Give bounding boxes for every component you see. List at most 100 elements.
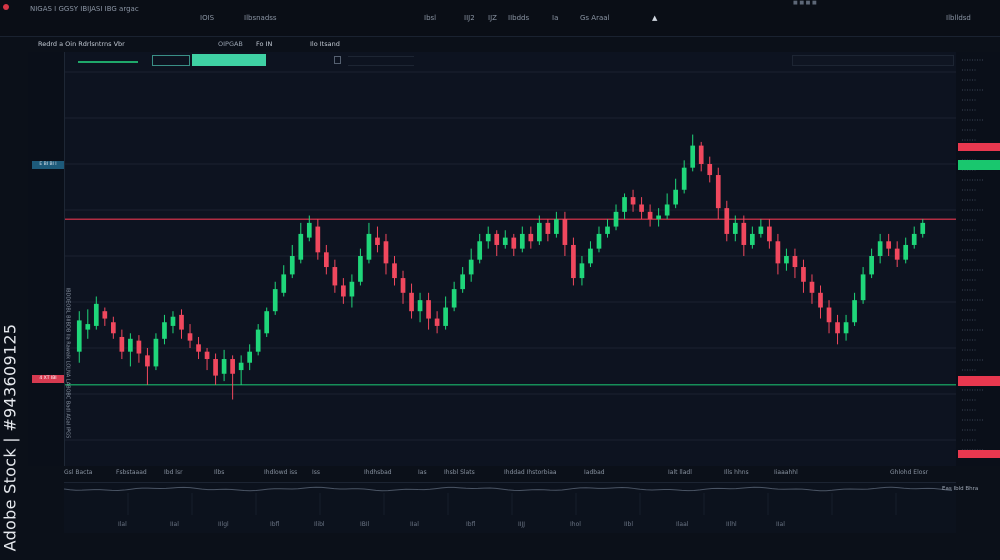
candle[interactable] — [366, 222, 372, 264]
candle[interactable] — [409, 283, 414, 319]
topbar-item-9[interactable]: Ilblldsd — [946, 14, 971, 22]
candle[interactable] — [545, 219, 551, 242]
candle[interactable] — [579, 256, 585, 286]
candle[interactable] — [238, 355, 244, 385]
candle[interactable] — [724, 200, 730, 242]
chart-tools-icons[interactable] — [792, 55, 954, 66]
candle[interactable] — [306, 215, 312, 242]
candle[interactable] — [877, 233, 883, 264]
candle[interactable] — [622, 193, 627, 220]
candle[interactable] — [903, 237, 909, 264]
timeframe-select[interactable] — [152, 55, 190, 66]
candle[interactable] — [894, 241, 900, 268]
candle[interactable] — [460, 267, 466, 293]
candle[interactable] — [911, 226, 917, 249]
symbol-label[interactable]: Redrd a Oin Rdrlsntrns Vbr — [38, 40, 125, 48]
candle[interactable] — [605, 219, 610, 238]
topbar-item-5[interactable]: IJZ — [488, 14, 497, 22]
candle[interactable] — [681, 160, 687, 194]
indicator-button[interactable]: Fo IN — [256, 40, 273, 48]
candle[interactable] — [426, 292, 431, 330]
candle[interactable] — [128, 333, 133, 367]
candle[interactable] — [698, 141, 704, 172]
topbar-item-4[interactable]: IIJ2 — [464, 14, 475, 22]
active-range-button[interactable] — [192, 54, 266, 66]
topbar-item-6[interactable]: IIbdds — [508, 14, 530, 22]
candle[interactable] — [170, 311, 176, 334]
candle[interactable] — [196, 336, 201, 360]
candle[interactable] — [732, 215, 738, 242]
candle[interactable] — [852, 292, 857, 326]
candle[interactable] — [562, 211, 568, 256]
topbar-item-7[interactable]: Ia — [552, 14, 559, 22]
candle[interactable] — [76, 311, 82, 363]
candle[interactable] — [826, 300, 832, 334]
candle[interactable] — [281, 265, 287, 297]
candle[interactable] — [869, 248, 874, 279]
topbar-item-2[interactable]: Ilbsnadss — [244, 14, 277, 22]
candle[interactable] — [656, 208, 661, 227]
candle[interactable] — [775, 233, 781, 275]
candle[interactable] — [647, 204, 653, 227]
candle[interactable] — [145, 348, 150, 385]
candle[interactable] — [400, 270, 406, 304]
template-button[interactable]: Ilo Itsand — [310, 40, 340, 48]
candle[interactable] — [536, 215, 542, 245]
candle[interactable] — [221, 349, 227, 382]
interval-button[interactable]: OIPGAB — [218, 40, 243, 48]
candle[interactable] — [358, 248, 363, 286]
left-price-scale[interactable] — [28, 52, 64, 466]
candle[interactable] — [485, 226, 491, 249]
candle[interactable] — [664, 193, 670, 220]
candle[interactable] — [809, 274, 815, 304]
candle[interactable] — [477, 233, 483, 264]
candle[interactable] — [758, 219, 764, 238]
candle[interactable] — [204, 348, 210, 371]
candle[interactable] — [818, 285, 823, 319]
candle[interactable] — [315, 219, 321, 260]
candle[interactable] — [162, 314, 167, 345]
candle[interactable] — [554, 211, 559, 238]
candle[interactable] — [860, 267, 866, 304]
candle[interactable] — [784, 248, 789, 271]
candle[interactable] — [375, 226, 380, 253]
candle[interactable] — [323, 244, 329, 275]
candle[interactable] — [332, 259, 338, 293]
candle[interactable] — [835, 314, 840, 345]
candle[interactable] — [255, 324, 261, 356]
candle[interactable] — [690, 134, 696, 172]
candle[interactable] — [639, 197, 644, 220]
candle[interactable] — [272, 281, 278, 315]
candle[interactable] — [153, 333, 159, 371]
candle[interactable] — [715, 167, 721, 220]
right-price-scale[interactable] — [956, 52, 1000, 466]
candle[interactable] — [630, 189, 636, 212]
candle[interactable] — [588, 241, 593, 268]
candle[interactable] — [443, 296, 448, 330]
topbar-item-1[interactable]: IOIS — [200, 14, 215, 22]
candle[interactable] — [298, 222, 304, 264]
candle[interactable] — [392, 256, 397, 286]
candle[interactable] — [247, 344, 253, 371]
candle[interactable] — [741, 215, 747, 256]
candle[interactable] — [886, 233, 892, 256]
candle[interactable] — [110, 316, 116, 339]
candle[interactable] — [596, 226, 602, 253]
candle[interactable] — [264, 307, 270, 337]
candle[interactable] — [119, 329, 125, 360]
layout-toggle-icon[interactable] — [334, 56, 341, 64]
candle[interactable] — [749, 226, 755, 249]
candle[interactable] — [613, 204, 619, 231]
topbar-item-8[interactable]: Gs Araal — [580, 14, 610, 22]
candle[interactable] — [187, 324, 193, 348]
volume-indicator-panel[interactable]: Ilal IIal IIlgl Ibfl Ilibl IBIl IIal Ibf… — [63, 482, 956, 533]
candle[interactable] — [494, 230, 500, 256]
candle[interactable] — [920, 219, 926, 238]
window-controls[interactable]: ■ ■ ■ ■ — [793, 0, 817, 6]
menu-icon[interactable] — [3, 4, 9, 10]
candlestick-chart-area[interactable] — [64, 52, 958, 466]
candle[interactable] — [417, 292, 423, 323]
candle[interactable] — [792, 248, 798, 279]
candle[interactable] — [451, 281, 457, 312]
candle[interactable] — [102, 307, 108, 326]
